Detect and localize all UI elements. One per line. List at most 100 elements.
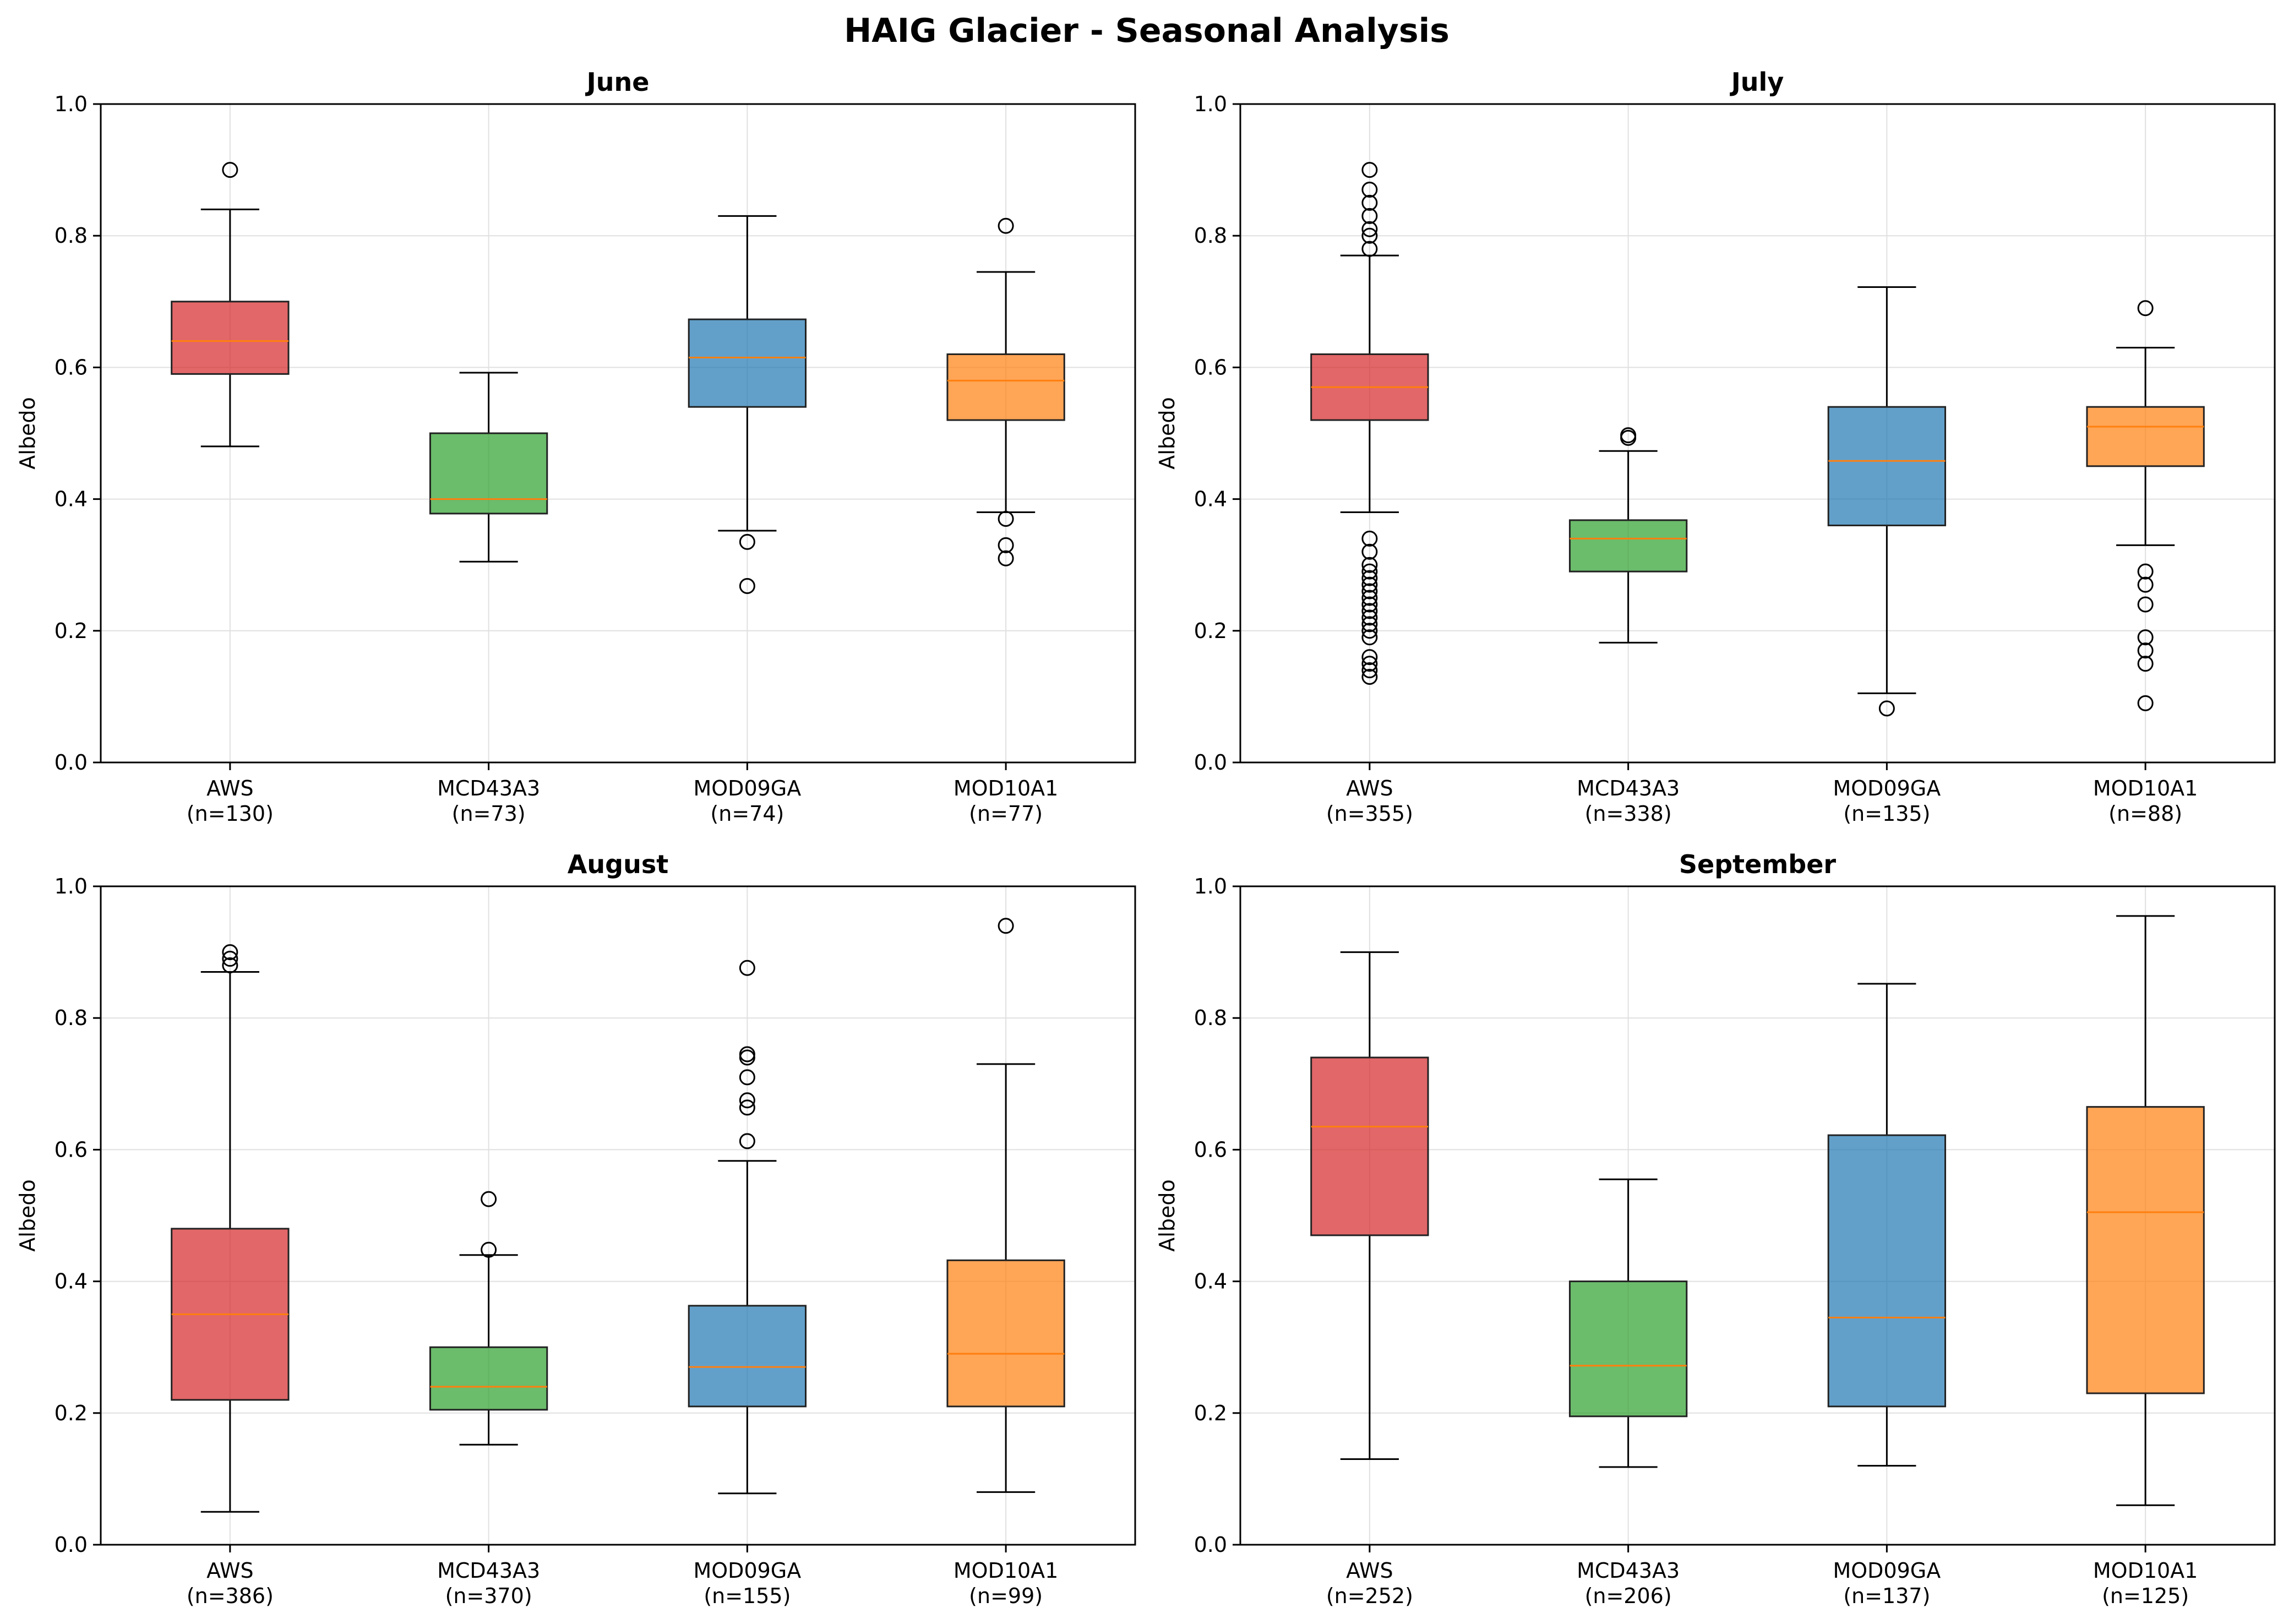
outlier-point bbox=[1361, 194, 1378, 211]
outlier-point bbox=[1361, 576, 1378, 593]
outlier-point bbox=[2137, 656, 2154, 672]
x-tick-label: AWS bbox=[1346, 1558, 1393, 1583]
panel-title: July bbox=[1730, 67, 1784, 97]
x-tick-count-label: (n=137) bbox=[1843, 1584, 1930, 1608]
box-mcd43a3 bbox=[429, 372, 548, 563]
outlier-point bbox=[1361, 596, 1378, 613]
panel-title: September bbox=[1679, 849, 1837, 879]
y-tick-label: 0.4 bbox=[55, 487, 88, 511]
outlier-point bbox=[1361, 563, 1378, 580]
y-tick-label: 0.2 bbox=[55, 1401, 88, 1425]
figure-title: HAIG Glacier - Seasonal Analysis bbox=[844, 12, 1450, 50]
x-tick-count-label: (n=252) bbox=[1326, 1584, 1413, 1608]
y-axis-label: Albedo bbox=[15, 1179, 40, 1251]
x-tick-label: MCD43A3 bbox=[437, 1558, 540, 1583]
outlier-point bbox=[1361, 208, 1378, 224]
box-aws bbox=[1310, 162, 1429, 685]
box-aws bbox=[171, 944, 290, 1513]
x-tick-label: MOD09GA bbox=[1833, 776, 1941, 800]
x-tick-label: AWS bbox=[1346, 776, 1393, 800]
axes-frame bbox=[1239, 103, 2276, 764]
outlier-point bbox=[2137, 642, 2154, 659]
y-tick-label: 0.0 bbox=[55, 750, 88, 775]
outlier-point bbox=[739, 1099, 755, 1116]
x-tick-label: MOD09GA bbox=[693, 776, 801, 800]
y-tick-label: 1.0 bbox=[1194, 874, 1227, 898]
x-tick-count-label: (n=130) bbox=[187, 802, 274, 826]
x-tick-count-label: (n=74) bbox=[710, 802, 784, 826]
panel-august: 0.0 0.2 0.4 0.6 0.8 1.0 Albedo August AWS(n=386)… bbox=[15, 849, 1136, 1608]
outlier-point bbox=[1361, 649, 1378, 666]
box-iqr bbox=[946, 353, 1065, 421]
outlier-point bbox=[998, 550, 1014, 566]
box-iqr bbox=[429, 432, 548, 515]
box-iqr bbox=[1568, 1280, 1688, 1418]
y-tick-label: 0.0 bbox=[1194, 1533, 1227, 1557]
box-iqr bbox=[688, 1305, 807, 1408]
y-tick-label: 0.8 bbox=[1194, 1006, 1227, 1030]
outlier-point bbox=[1361, 530, 1378, 547]
outlier-point bbox=[222, 951, 238, 967]
outlier-point bbox=[2137, 563, 2154, 580]
x-tick-label: MCD43A3 bbox=[1577, 776, 1680, 800]
y-axis-label: Albedo bbox=[1155, 1179, 1179, 1251]
axes-frame bbox=[100, 885, 1136, 1546]
x-tick-count-label: (n=88) bbox=[2108, 802, 2182, 826]
x-tick-label: AWS bbox=[206, 1558, 254, 1583]
panel-june: 0.0 0.2 0.4 0.6 0.8 1.0 Albedo June AWS(n=130) MC… bbox=[15, 67, 1136, 826]
box-mcd43a3 bbox=[429, 1191, 548, 1446]
box-mod10a1 bbox=[946, 217, 1065, 566]
outlier-point bbox=[739, 577, 755, 594]
x-tick-label: MOD10A1 bbox=[2093, 776, 2198, 800]
box-mod09ga bbox=[1827, 286, 1947, 717]
y-tick-label: 1.0 bbox=[55, 92, 88, 116]
outlier-point bbox=[1361, 590, 1378, 606]
y-tick-label: 0.6 bbox=[55, 355, 88, 379]
box-mod09ga bbox=[688, 960, 807, 1495]
outlier-point bbox=[1361, 181, 1378, 198]
outlier-point bbox=[1361, 623, 1378, 639]
outlier-point bbox=[739, 1069, 755, 1086]
box-iqr bbox=[688, 318, 807, 408]
box-mcd43a3 bbox=[1568, 1178, 1688, 1468]
y-tick-label: 0.0 bbox=[55, 1533, 88, 1557]
y-tick-label: 0.8 bbox=[55, 224, 88, 248]
box-iqr bbox=[1568, 519, 1688, 573]
box-iqr bbox=[2086, 406, 2205, 467]
box-mod09ga bbox=[688, 215, 807, 594]
y-tick-label: 1.0 bbox=[1194, 92, 1227, 116]
x-tick-label: MOD09GA bbox=[1833, 1558, 1941, 1583]
x-tick-count-label: (n=338) bbox=[1585, 802, 1672, 826]
x-tick-label: MCD43A3 bbox=[437, 776, 540, 800]
panel-title: June bbox=[585, 67, 650, 97]
outlier-point bbox=[1361, 227, 1378, 244]
outlier-point bbox=[1361, 221, 1378, 237]
box-iqr bbox=[1310, 1056, 1429, 1236]
box-iqr bbox=[946, 1259, 1065, 1408]
box-aws bbox=[1310, 951, 1429, 1460]
x-tick-count-label: (n=73) bbox=[452, 802, 526, 826]
outlier-point bbox=[481, 1241, 497, 1258]
box-iqr bbox=[1827, 1134, 1947, 1408]
y-tick-label: 0.8 bbox=[55, 1006, 88, 1030]
outlier-point bbox=[2137, 576, 2154, 593]
y-tick-label: 1.0 bbox=[55, 874, 88, 898]
panel-july: 0.0 0.2 0.4 0.6 0.8 1.0 Albedo July AWS(n=355) MC… bbox=[1155, 67, 2276, 826]
x-tick-count-label: (n=370) bbox=[445, 1584, 532, 1608]
x-tick-count-label: (n=155) bbox=[704, 1584, 791, 1608]
x-tick-label: MOD10A1 bbox=[953, 776, 1058, 800]
outlier-point bbox=[1361, 583, 1378, 600]
y-tick-label: 0.6 bbox=[1194, 1137, 1227, 1162]
x-tick-count-label: (n=77) bbox=[969, 802, 1043, 826]
panel-september: 0.00.20.40.60.81.0AlbedoSeptemberAWS(n=2… bbox=[1155, 849, 2276, 1608]
outlier-point bbox=[1361, 241, 1378, 257]
outlier-point bbox=[2137, 695, 2154, 711]
y-axis-label: Albedo bbox=[15, 397, 40, 469]
y-axis-label: Albedo bbox=[1155, 397, 1179, 469]
x-tick-count-label: (n=206) bbox=[1585, 1584, 1672, 1608]
outlier-point bbox=[998, 537, 1014, 553]
outlier-point bbox=[1361, 557, 1378, 573]
axes-frame bbox=[100, 103, 1136, 764]
box-mcd43a3 bbox=[1568, 427, 1688, 644]
outlier-point bbox=[1620, 429, 1637, 446]
